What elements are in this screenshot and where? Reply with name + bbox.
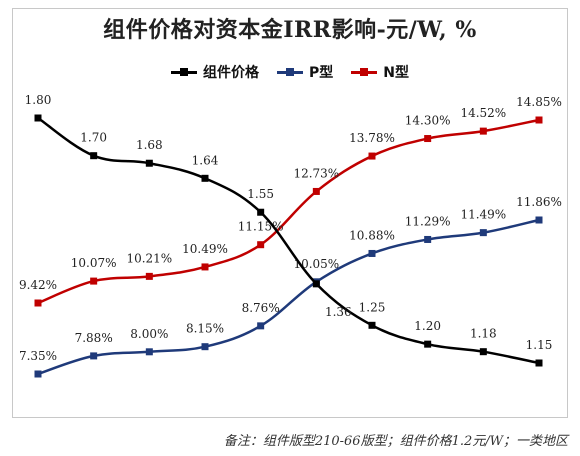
data-label-price-9: 1.15 — [526, 338, 553, 352]
chart-title: 组件价格对资本金IRR影响-元/W, % — [103, 17, 477, 43]
legend-label-n: N型 — [383, 65, 409, 81]
point-price-0 — [34, 114, 42, 122]
data-label-price-6: 1.25 — [359, 300, 386, 314]
data-label-p-1: 7.88% — [75, 331, 113, 345]
legend-swatch-n — [351, 67, 378, 76]
data-label-price-1: 1.70 — [80, 131, 107, 145]
data-label-p-3: 8.15% — [186, 322, 224, 336]
legend-swatch-p — [277, 67, 303, 76]
point-n-9 — [535, 116, 543, 124]
chart-frame — [12, 8, 568, 418]
data-label-p-9: 11.86% — [516, 195, 562, 209]
data-label-p-7: 11.29% — [405, 214, 451, 228]
data-label-n-3: 10.49% — [182, 242, 228, 256]
data-label-n-6: 13.78% — [349, 131, 395, 145]
data-label-price-2: 1.68 — [136, 138, 163, 152]
point-n-0 — [34, 299, 42, 307]
data-label-p-6: 10.88% — [349, 228, 395, 242]
point-n-5 — [312, 187, 320, 195]
data-label-p-4: 8.76% — [242, 301, 280, 315]
point-n-6 — [368, 152, 376, 160]
data-label-n-1: 10.07% — [71, 256, 117, 270]
data-label-n-7: 14.30% — [405, 114, 451, 128]
data-label-price-3: 1.64 — [192, 153, 219, 167]
legend-swatch-price — [171, 67, 197, 76]
point-p-3 — [201, 343, 209, 351]
series-line-n — [37, 118, 540, 305]
point-n-1 — [90, 277, 98, 285]
point-price-9 — [535, 359, 543, 367]
legend-label-p: P型 — [309, 65, 334, 81]
point-price-3 — [201, 174, 209, 182]
point-price-8 — [479, 348, 487, 356]
point-p-4 — [257, 322, 265, 330]
point-price-1 — [90, 152, 98, 160]
point-price-2 — [145, 159, 153, 167]
data-label-n-0: 9.42% — [19, 278, 57, 292]
point-p-0 — [34, 370, 42, 378]
data-label-price-4: 1.55 — [247, 187, 274, 201]
data-label-p-8: 11.49% — [460, 208, 506, 222]
series-line-price — [37, 116, 540, 365]
point-p-2 — [145, 348, 153, 356]
data-label-n-5: 12.73% — [293, 166, 339, 180]
point-n-8 — [479, 127, 487, 135]
footnote: 备注：组件版型210-66版型；组件价格1.2元/W；一类地区 — [223, 434, 568, 449]
point-p-9 — [535, 216, 543, 224]
point-price-5 — [312, 280, 320, 288]
point-p-1 — [90, 352, 98, 360]
data-label-price-5: 1.36 — [325, 305, 352, 319]
point-n-7 — [424, 135, 432, 143]
data-label-price-8: 1.18 — [470, 327, 497, 341]
legend-item-price: 组件价格 — [171, 62, 259, 82]
data-label-p-0: 7.35% — [19, 349, 57, 363]
point-p-8 — [479, 229, 487, 237]
point-p-7 — [424, 235, 432, 243]
legend-item-p: P型 — [277, 62, 333, 82]
data-label-n-2: 10.21% — [126, 251, 172, 265]
point-price-7 — [424, 340, 432, 348]
legend-label-price: 组件价格 — [203, 65, 259, 81]
point-price-4 — [257, 208, 265, 216]
data-label-n-9: 14.85% — [516, 95, 562, 109]
point-n-2 — [145, 272, 153, 280]
point-price-6 — [368, 321, 376, 329]
legend-item-n: N型 — [351, 62, 409, 82]
data-label-p-2: 8.00% — [130, 327, 168, 341]
data-label-p-5: 10.05% — [293, 257, 339, 271]
point-n-4 — [257, 241, 265, 249]
point-n-3 — [201, 263, 209, 271]
data-label-price-0: 1.80 — [25, 93, 52, 107]
data-label-price-7: 1.20 — [414, 319, 441, 333]
chart-legend: 组件价格 P型 N型 — [0, 62, 580, 82]
point-p-6 — [368, 249, 376, 257]
data-label-n-8: 14.52% — [460, 106, 506, 120]
series-line-p — [37, 218, 540, 376]
